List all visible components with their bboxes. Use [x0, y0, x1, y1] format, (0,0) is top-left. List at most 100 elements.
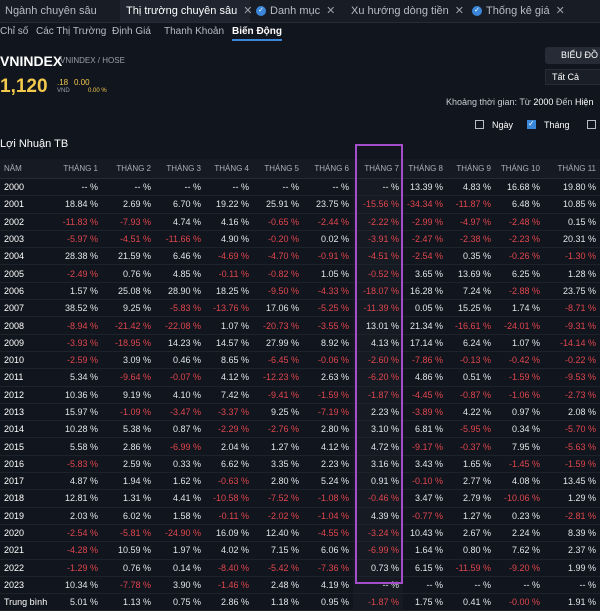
price-change: .18 [57, 78, 69, 87]
return-cell: 1.99 % [544, 559, 600, 577]
column-header[interactable]: THÁNG 8 [403, 159, 447, 179]
return-cell: -2.49 % [56, 264, 102, 283]
return-cell: -- % [102, 178, 155, 197]
table-row: 2021 -4.28 % 10.59 % 1.97 % 4.02 % 7.15 % 6.06… [0, 541, 600, 560]
return-cell: -0.20 % [253, 230, 303, 249]
table-row: 2011 5.34 % -9.64 % -0.07 % 4.12 % -12.23 % 2.… [0, 368, 600, 387]
return-cell: 4.12 % [303, 437, 353, 456]
year-cell: Trung bình [0, 593, 56, 611]
column-header[interactable]: THÁNG 4 [205, 159, 253, 179]
table-row: 2009 -3.93 % -18.95 % 14.23 % 14.57 % 27.99 %… [0, 334, 600, 352]
return-cell: -5.95 % [447, 420, 495, 439]
checkbox-ngay[interactable] [475, 120, 484, 129]
tab-xu-huong-dong-tien[interactable]: Xu hướng dòng tiền ✕ [345, 0, 470, 22]
return-cell: 2.63 % [303, 368, 353, 387]
subtab-dinh-gia[interactable]: Định Giá [112, 26, 151, 37]
return-cell: 1.27 % [253, 437, 303, 456]
return-cell: -2.81 % [544, 507, 600, 525]
return-cell: -1.45 % [495, 455, 544, 474]
return-cell: 6.48 % [495, 195, 544, 214]
return-cell: -11.66 % [155, 230, 205, 249]
tab-thong-ke-gia[interactable]: ✓ Thống kê giá ✕ [470, 0, 600, 22]
column-header[interactable]: THÁNG 6 [303, 159, 353, 179]
return-cell: 12.81 % [56, 489, 102, 508]
return-cell: -34.34 % [403, 195, 447, 214]
return-cell: 3.16 % [353, 455, 403, 474]
return-cell: -4.51 % [102, 230, 155, 249]
tab-nganh-chuyen-sau[interactable]: Ngành chuyên sâu [0, 0, 120, 22]
return-cell: -22.08 % [155, 316, 205, 335]
return-cell: 0.46 % [155, 351, 205, 370]
period-to-input[interactable]: Hiện [574, 97, 594, 107]
return-cell: -5.97 % [56, 230, 102, 249]
return-cell: 0.14 % [155, 559, 205, 577]
close-icon[interactable]: ✕ [454, 5, 464, 17]
return-cell: 0.51 % [447, 368, 495, 387]
return-cell: 1.57 % [56, 282, 102, 301]
return-cell: 3.90 % [155, 576, 205, 595]
column-header[interactable]: THÁNG 7 [353, 159, 403, 179]
subtab-chi-so[interactable]: Chỉ số [0, 26, 29, 37]
checkbox-tuan[interactable] [587, 120, 596, 129]
return-cell: 4.72 % [353, 437, 403, 456]
return-cell: -9.53 % [544, 368, 600, 387]
return-cell: 14.57 % [205, 334, 253, 352]
return-cell: -- % [447, 576, 495, 595]
return-cell: -3.37 % [205, 403, 253, 422]
tab-danh-muc[interactable]: ✓ Danh mục ✕ [252, 0, 342, 22]
return-cell: 2.86 % [102, 437, 155, 456]
column-header[interactable]: THÁNG 3 [155, 159, 205, 179]
return-cell: -3.24 % [353, 524, 403, 543]
return-cell: 6.15 % [403, 559, 447, 577]
close-icon[interactable]: ✕ [326, 5, 336, 17]
return-cell: 2.67 % [447, 524, 495, 543]
table-row: 2022 -1.29 % 0.76 % 0.14 % -8.40 % -5.42 % -7.… [0, 559, 600, 577]
return-cell: -2.76 % [253, 420, 303, 439]
period-from-label: Từ [519, 97, 531, 107]
return-cell: 1.91 % [544, 593, 600, 611]
return-cell: -2.60 % [353, 351, 403, 370]
return-cell: 1.27 % [447, 507, 495, 525]
price-unit: VND [57, 88, 70, 94]
year-cell: 2018 [0, 489, 56, 508]
filter-select[interactable]: Tất Cả [545, 69, 600, 85]
return-cell: 9.25 % [102, 299, 155, 318]
return-cell: 0.05 % [403, 299, 447, 318]
subtab-thanh-khoan[interactable]: Thanh Khoản [164, 26, 225, 37]
tab-label: Xu hướng dòng tiền [351, 5, 449, 17]
chart-button[interactable]: BIỂU ĐỒ [545, 47, 600, 64]
column-header[interactable]: THÁNG 9 [447, 159, 495, 179]
year-cell: 2005 [0, 264, 56, 283]
return-cell: 8.65 % [205, 351, 253, 370]
close-icon[interactable]: ✕ [243, 5, 253, 17]
column-header[interactable]: THÁNG 5 [253, 159, 303, 179]
return-cell: -3.91 % [353, 230, 403, 249]
column-header[interactable]: THÁNG 1 [56, 159, 102, 179]
return-cell: -20.73 % [253, 316, 303, 335]
return-cell: 8.92 % [303, 334, 353, 352]
return-cell: 2.08 % [544, 403, 600, 422]
return-cell: 7.24 % [447, 282, 495, 301]
tab-thi-truong-chuyen-sau[interactable]: Thị trường chuyên sâu ✕ [120, 0, 253, 22]
column-header[interactable]: THÁNG 11 [544, 159, 600, 179]
return-cell: 0.76 % [102, 559, 155, 577]
subtab-bien-dong[interactable]: Biến Động [232, 26, 282, 41]
return-cell: 13.69 % [447, 264, 495, 283]
column-header[interactable]: THÁNG 2 [102, 159, 155, 179]
year-cell: 2006 [0, 282, 56, 301]
return-cell: -7.86 % [403, 351, 447, 370]
return-cell: -1.30 % [544, 247, 600, 266]
return-cell: -0.87 % [447, 386, 495, 404]
year-cell: 2009 [0, 334, 56, 352]
column-header[interactable]: NĂM [0, 159, 56, 179]
return-cell: -18.07 % [353, 282, 403, 301]
monthly-returns-table: NĂM THÁNG 1 THÁNG 2 THÁNG 3 THÁNG 4 THÁNG 5 TH… [0, 159, 600, 611]
period-from-input[interactable]: 2000 [533, 97, 554, 107]
subtab-cac-thi-truong[interactable]: Các Thị Trường [36, 26, 107, 37]
column-header[interactable]: THÁNG 10 [495, 159, 544, 179]
return-cell: 10.34 % [56, 576, 102, 595]
return-cell: -21.42 % [102, 316, 155, 335]
table-row: 2023 10.34 % -7.78 % 3.90 % -1.46 % 2.48 % 4.1… [0, 576, 600, 595]
close-icon[interactable]: ✕ [555, 5, 565, 17]
checkbox-thang[interactable] [527, 119, 536, 129]
